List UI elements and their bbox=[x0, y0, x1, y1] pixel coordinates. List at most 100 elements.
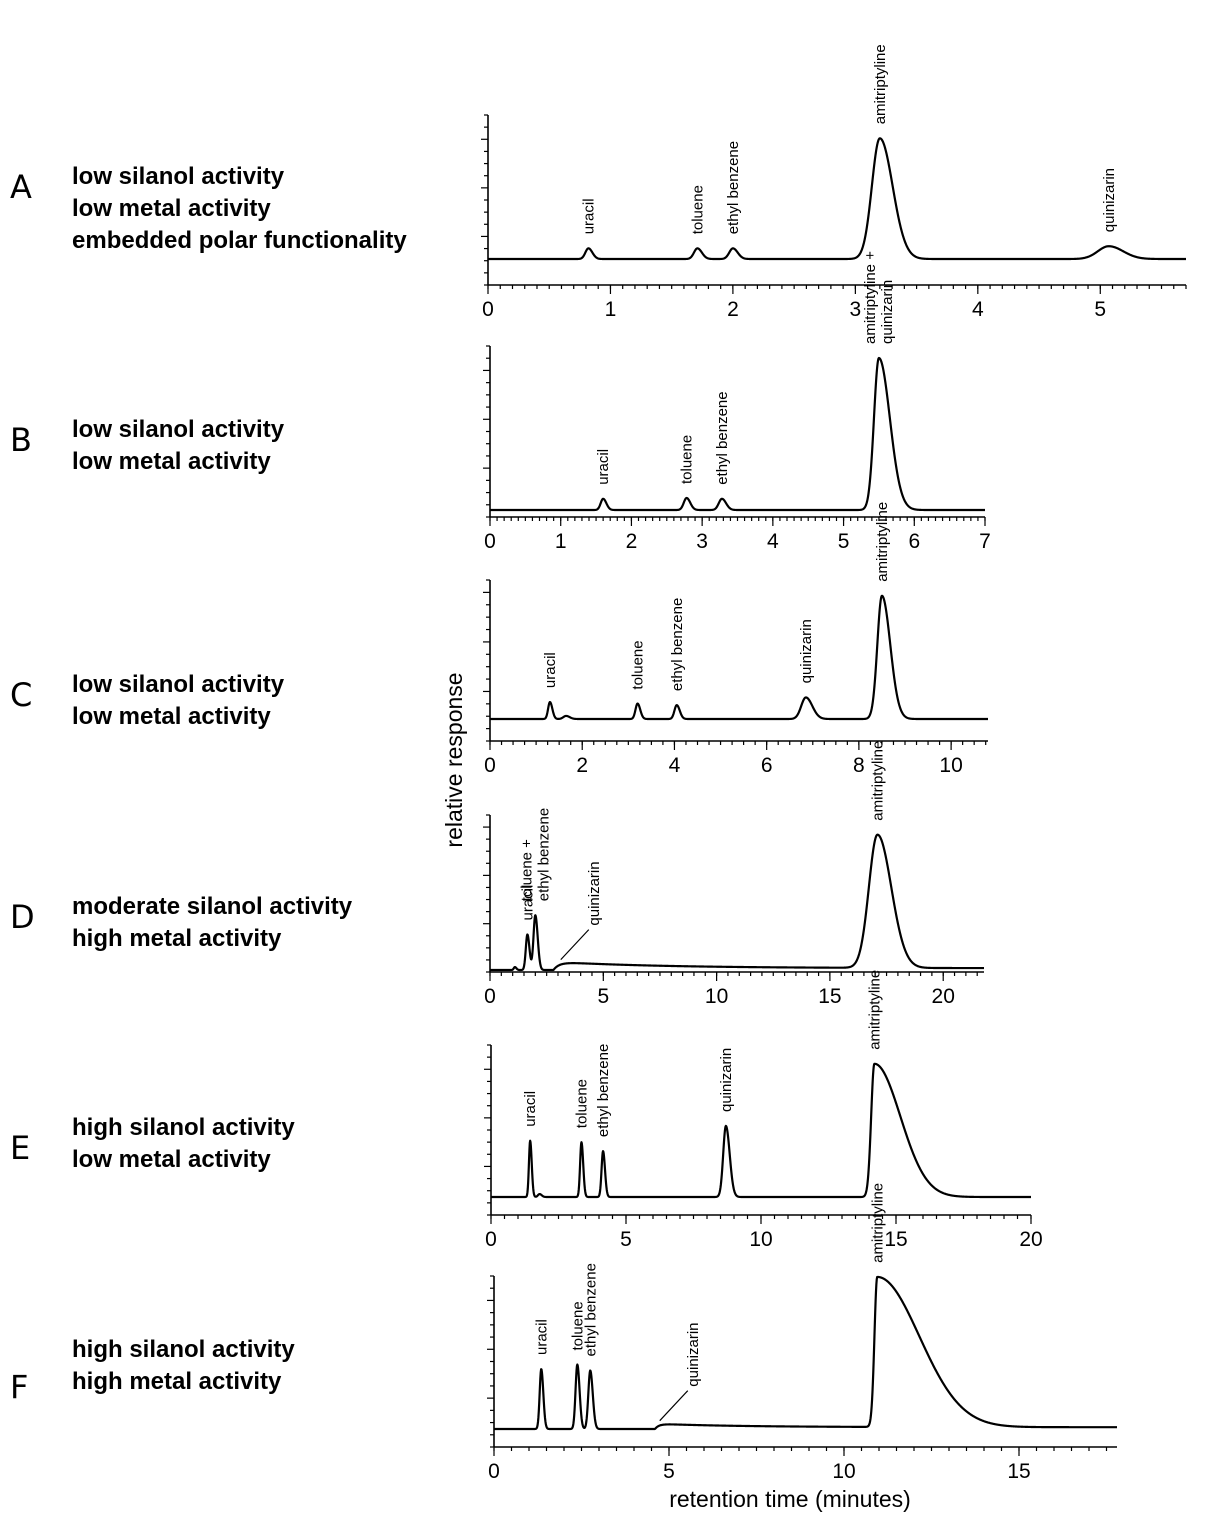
peak-label: uracil bbox=[533, 1319, 550, 1355]
panel-letter-f: F bbox=[10, 1368, 28, 1406]
x-tick-label-b: 0 bbox=[484, 530, 496, 553]
panel-description-a: low silanol activity bbox=[72, 163, 285, 190]
peak-label: toluene bbox=[630, 640, 647, 689]
x-tick-label-b: 2 bbox=[626, 530, 638, 553]
panel-description-d: high metal activity bbox=[72, 925, 282, 952]
x-tick-label-b: 3 bbox=[696, 530, 708, 553]
panel-letter-a: A bbox=[10, 168, 32, 206]
peak-label: quinizarin bbox=[1101, 168, 1118, 232]
x-tick-label-b: 4 bbox=[767, 530, 779, 553]
panel-description-e: low metal activity bbox=[72, 1146, 271, 1173]
peak-label: ethyl benzene bbox=[595, 1044, 612, 1137]
x-tick-label-d: 5 bbox=[597, 985, 609, 1008]
x-tick-label-a: 1 bbox=[605, 298, 617, 321]
x-tick-label-a: 3 bbox=[850, 298, 862, 321]
peak-label: uracil bbox=[522, 1091, 539, 1127]
x-tick-label-b: 5 bbox=[838, 530, 850, 553]
x-axis-title: retention time (minutes) bbox=[669, 1486, 911, 1512]
callout-leader bbox=[560, 929, 590, 961]
peak-label: quinizarin bbox=[685, 1322, 702, 1386]
peak-label: uracil bbox=[519, 885, 536, 921]
x-tick-label-f: 5 bbox=[663, 1460, 675, 1483]
x-tick-label-a: 4 bbox=[972, 298, 984, 321]
panel-letter-d: D bbox=[10, 898, 35, 936]
x-tick-label-c: 10 bbox=[939, 754, 962, 777]
panel-letter-e: E bbox=[10, 1129, 30, 1167]
x-tick-label-a: 0 bbox=[482, 298, 494, 321]
peak-label: ethyl benzene bbox=[714, 391, 731, 484]
panel-description-a: embedded polar functionality bbox=[72, 227, 407, 254]
peak-label: quinizarin bbox=[586, 861, 603, 925]
x-tick-label-f: 15 bbox=[1007, 1460, 1030, 1483]
peak-label: toluene bbox=[569, 1301, 586, 1350]
peak-label: toluene bbox=[689, 185, 706, 234]
x-tick-label-c: 0 bbox=[484, 754, 496, 777]
peak-label: quinizarin bbox=[798, 619, 815, 683]
panel-description-c: low metal activity bbox=[72, 703, 271, 730]
x-tick-label-c: 8 bbox=[853, 754, 865, 777]
chromatogram-trace-e bbox=[490, 1062, 1032, 1199]
panel-description-b: low silanol activity bbox=[72, 416, 285, 443]
x-tick-label-d: 10 bbox=[705, 985, 728, 1008]
peak-label: ethyl benzene bbox=[725, 141, 742, 234]
peak-label: ethyl benzene bbox=[535, 808, 552, 901]
peak-label: amitriptyline bbox=[869, 1183, 886, 1263]
chromatogram-trace-f bbox=[493, 1275, 1118, 1431]
x-tick-label-d: 0 bbox=[484, 985, 496, 1008]
x-tick-label-d: 15 bbox=[818, 985, 841, 1008]
panel-letter-b: B bbox=[10, 421, 32, 459]
peak-label: uracil bbox=[542, 652, 559, 688]
peak-label: uracil bbox=[595, 449, 612, 485]
peak-label: amitriptyline bbox=[866, 970, 883, 1050]
x-tick-label-e: 10 bbox=[749, 1228, 772, 1251]
peak-label: toluene + bbox=[518, 839, 535, 901]
peak-label: ethyl benzene bbox=[582, 1263, 599, 1356]
peak-label: ethyl benzene bbox=[669, 598, 686, 691]
x-tick-label-c: 6 bbox=[761, 754, 773, 777]
x-tick-label-f: 10 bbox=[832, 1460, 855, 1483]
panel-description-e: high silanol activity bbox=[72, 1114, 295, 1141]
x-tick-label-c: 4 bbox=[669, 754, 681, 777]
x-tick-label-e: 0 bbox=[485, 1228, 497, 1251]
panel-description-c: low silanol activity bbox=[72, 671, 285, 698]
x-tick-label-a: 5 bbox=[1094, 298, 1106, 321]
panel-description-d: moderate silanol activity bbox=[72, 893, 353, 920]
peak-label: uracil bbox=[580, 198, 597, 234]
x-tick-label-e: 20 bbox=[1019, 1228, 1042, 1251]
panel-description-f: high metal activity bbox=[72, 1368, 282, 1395]
panel-letter-c: C bbox=[10, 676, 32, 714]
peak-label: amitriptyline bbox=[870, 741, 887, 821]
chromatogram-trace-a bbox=[487, 137, 1187, 261]
x-tick-label-e: 15 bbox=[884, 1228, 907, 1251]
panel-description-a: low metal activity bbox=[72, 195, 271, 222]
peak-label: quinizarin bbox=[879, 280, 896, 344]
x-tick-label-f: 0 bbox=[488, 1460, 500, 1483]
x-tick-label-a: 2 bbox=[727, 298, 739, 321]
chromatogram-trace-c bbox=[489, 594, 989, 721]
panel-description-f: high silanol activity bbox=[72, 1336, 295, 1363]
x-tick-label-c: 2 bbox=[576, 754, 588, 777]
x-tick-label-b: 1 bbox=[555, 530, 567, 553]
x-tick-label-b: 6 bbox=[908, 530, 920, 553]
peak-label: toluene bbox=[574, 1079, 591, 1128]
peak-label: amitriptyline bbox=[874, 502, 891, 582]
panel-description-b: low metal activity bbox=[72, 448, 271, 475]
chromatogram-trace-d bbox=[489, 833, 985, 972]
peak-label: toluene bbox=[679, 435, 696, 484]
x-tick-label-d: 20 bbox=[932, 985, 955, 1008]
callout-leader bbox=[659, 1390, 689, 1422]
peak-label: quinizarin bbox=[718, 1048, 735, 1112]
peak-label: amitriptyline bbox=[872, 44, 889, 124]
y-axis-title: relative response bbox=[441, 672, 467, 847]
chromatogram-trace-b bbox=[489, 356, 986, 512]
x-tick-label-e: 5 bbox=[620, 1228, 632, 1251]
x-tick-label-b: 7 bbox=[979, 530, 991, 553]
peak-label: amitriptyline + bbox=[862, 251, 879, 344]
